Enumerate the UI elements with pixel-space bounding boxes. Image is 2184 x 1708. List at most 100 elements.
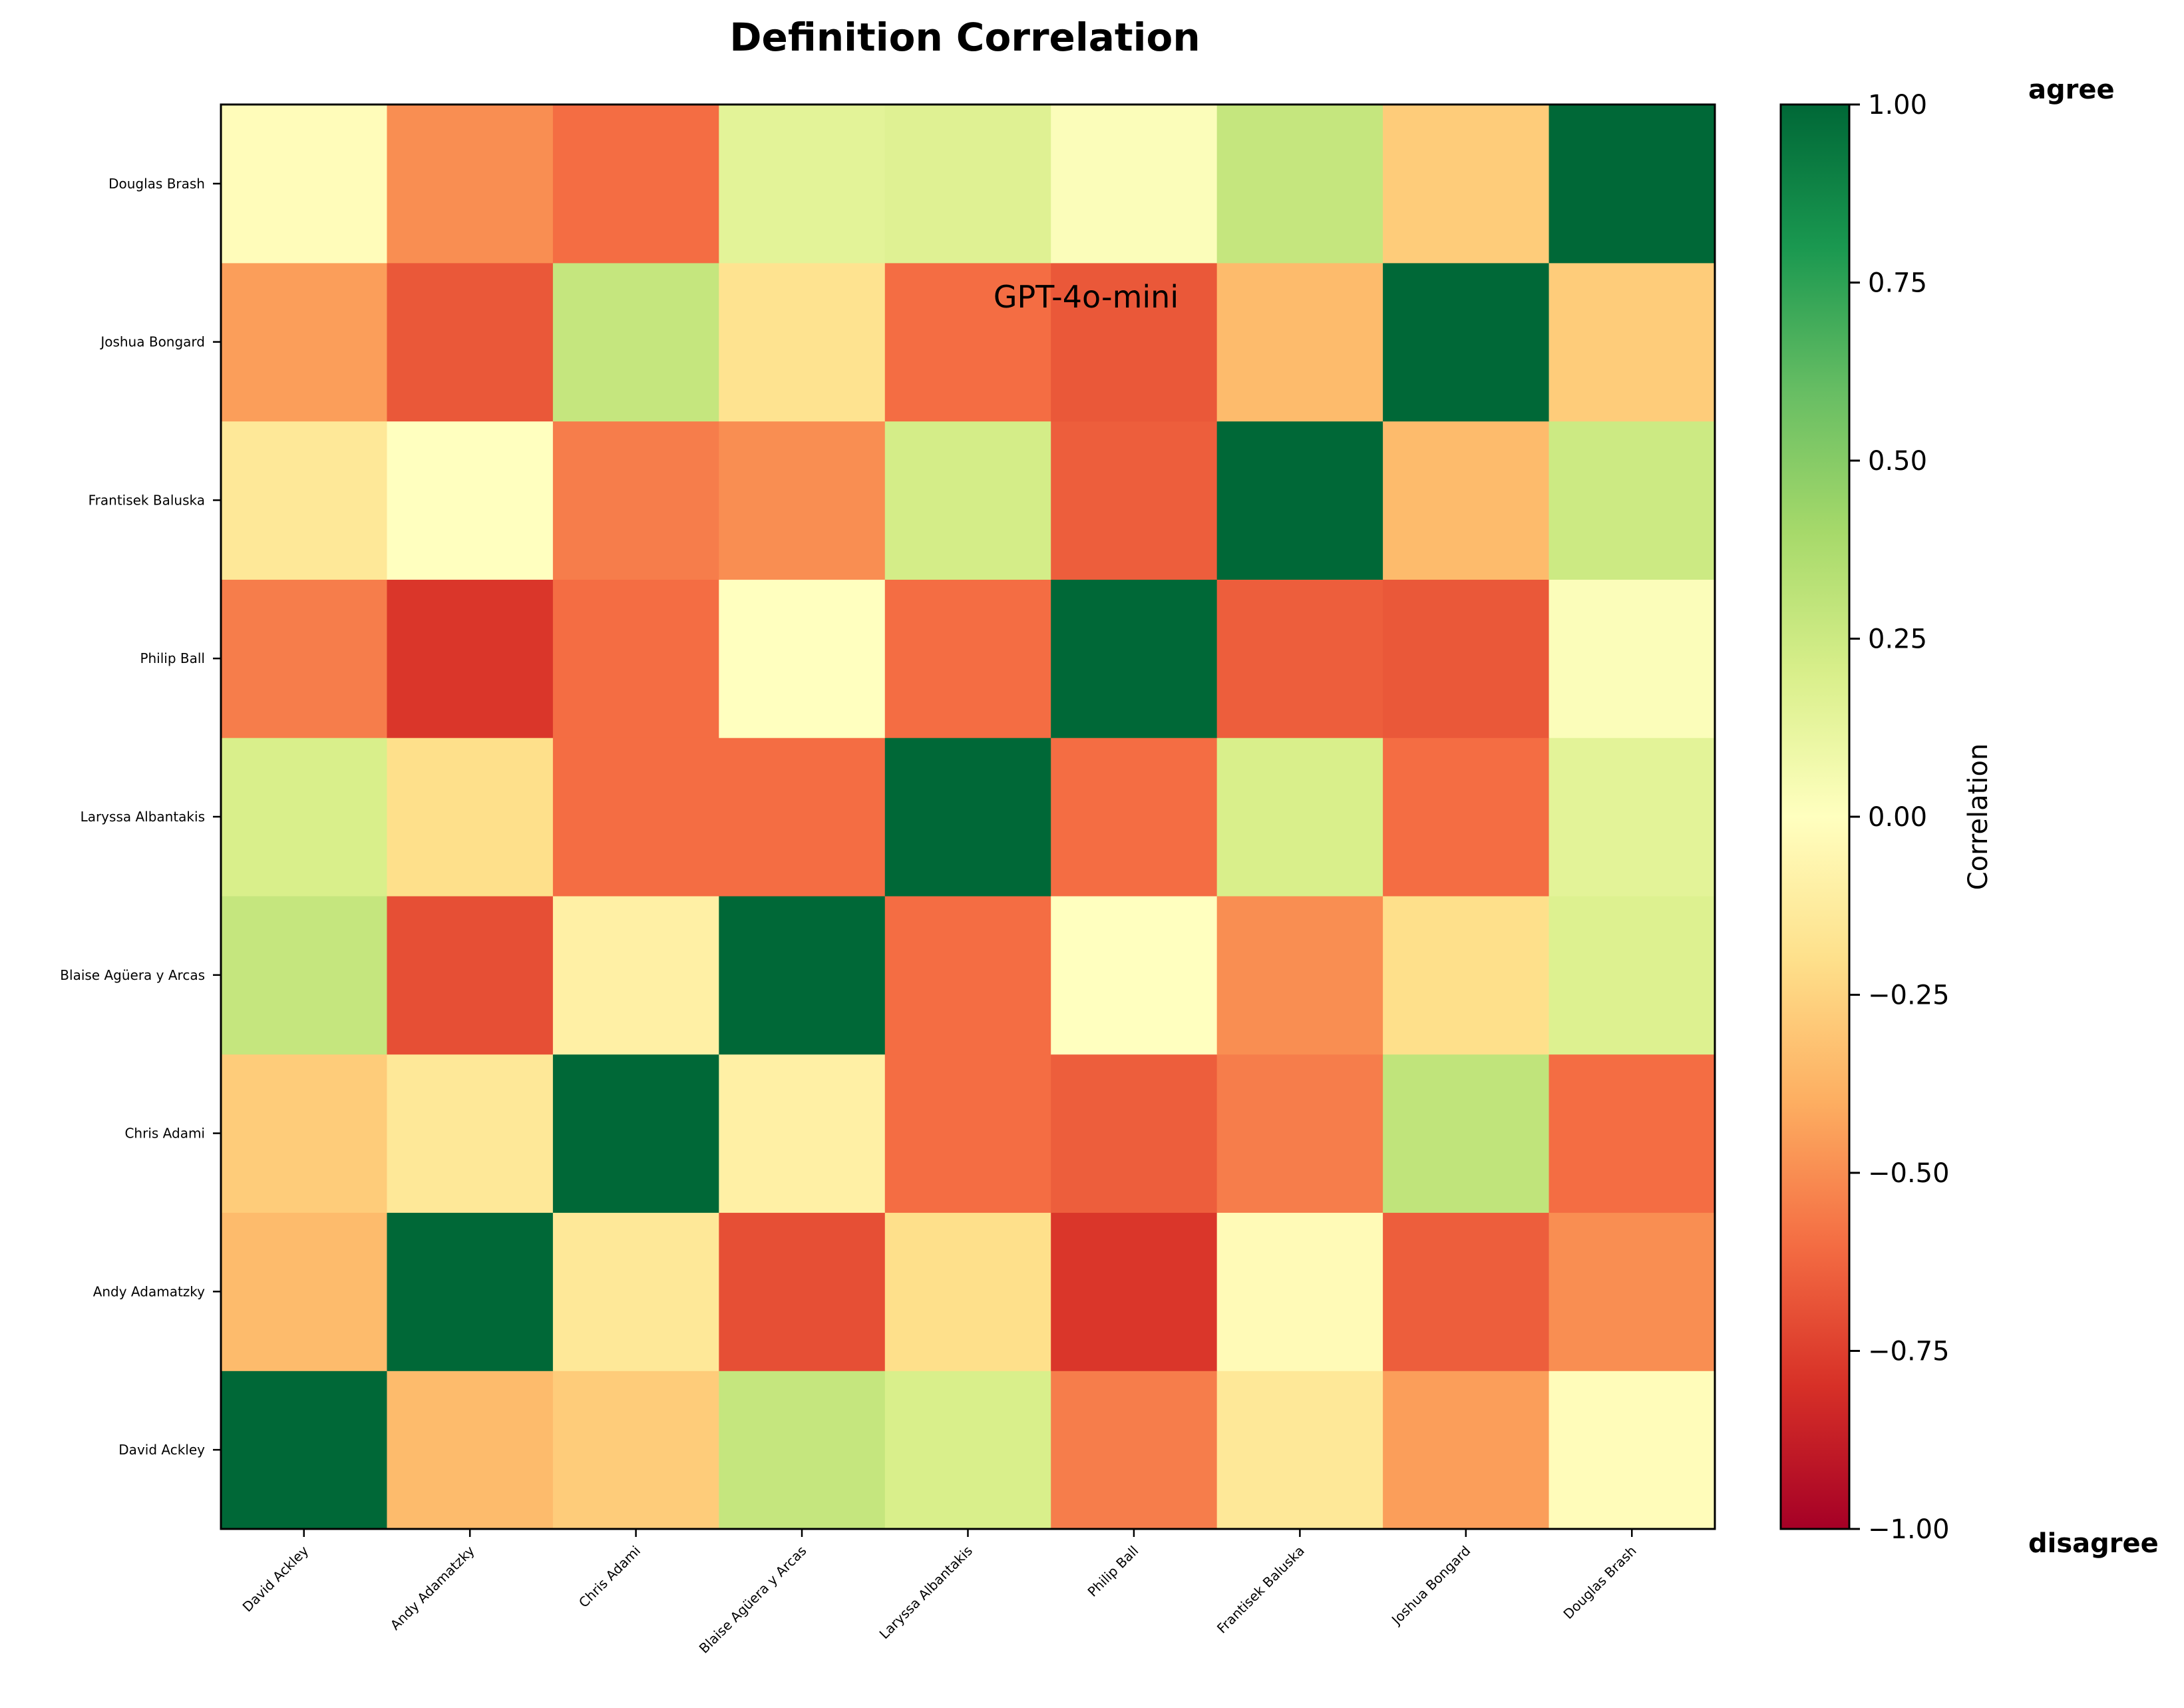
colorbar-tick-label: 0.75: [1868, 268, 1927, 299]
heatmap-cell: [1548, 262, 1716, 422]
heatmap-cell: [719, 1371, 886, 1530]
heatmap-cell: [884, 579, 1051, 738]
heatmap-cell: [387, 105, 554, 264]
heatmap-cell: [1216, 421, 1383, 580]
heatmap-cell: [884, 1054, 1051, 1213]
colorbar-label: Correlation: [1963, 744, 1994, 891]
heatmap-cell: [1216, 579, 1383, 738]
heatmap-cell: [552, 1054, 719, 1213]
x-tick-label: Andy Adamatzky: [387, 1542, 478, 1633]
colorbar-tick-label: 0.25: [1868, 624, 1927, 655]
heatmap-cell: [221, 421, 388, 580]
heatmap-cell: [719, 1054, 886, 1213]
y-tick-label: Joshua Bongard: [99, 334, 205, 350]
disagree-label: disagree: [2028, 1528, 2159, 1559]
heatmap-cell: [221, 895, 388, 1055]
heatmap-cell: [552, 105, 719, 264]
heatmap-cell: [884, 105, 1051, 264]
heatmap-cell: [552, 1371, 719, 1530]
heatmap-cell: [1383, 738, 1550, 897]
heatmap-cell: [552, 421, 719, 580]
heatmap-cell: [1051, 1371, 1218, 1530]
heatmap-cell: [1383, 1212, 1550, 1371]
heatmap-cell: [221, 1371, 388, 1530]
heatmap-cell: [1051, 1212, 1218, 1371]
x-tick-label: Blaise Agüera y Arcas: [696, 1543, 810, 1657]
heatmap-cell: [1051, 262, 1218, 422]
heatmap-cell: [719, 262, 886, 422]
heatmap-cell: [719, 1212, 886, 1371]
heatmap-cell: [884, 895, 1051, 1055]
heatmap-cell: [552, 895, 719, 1055]
heatmap-cell: [1548, 895, 1716, 1055]
colorbar-tick-label: −0.25: [1868, 980, 1950, 1011]
heatmap-cell: [552, 1212, 719, 1371]
heatmap-cell: [387, 738, 554, 897]
heatmap-cell: [1216, 262, 1383, 422]
heatmap-cell: [221, 579, 388, 738]
heatmap-cell: [1383, 1371, 1550, 1530]
colorbar-tick-label: 0.50: [1868, 446, 1927, 477]
heatmap-cell: [1548, 738, 1716, 897]
heatmap-cell: [884, 1212, 1051, 1371]
y-tick-label: Chris Adami: [124, 1126, 205, 1142]
heatmap-cell: [1051, 579, 1218, 738]
x-tick-label: Joshua Bongard: [1387, 1543, 1473, 1629]
heatmap-cell: [1548, 1054, 1716, 1213]
heatmap-cell: [1051, 1054, 1218, 1213]
y-tick-label: Douglas Brash: [108, 176, 205, 192]
heatmap-cell: [387, 1054, 554, 1213]
heatmap-cell: [387, 895, 554, 1055]
heatmap-cell: [719, 105, 886, 264]
colorbar-tick-label: −0.75: [1868, 1337, 1950, 1367]
x-axis-ticks: David Ackley Andy Adamatzky Chris Adami Bla…: [240, 1529, 1640, 1656]
heatmap-cell: [552, 738, 719, 897]
x-tick-label: Chris Adami: [576, 1543, 643, 1611]
x-tick-label: Laryssa Albantakis: [876, 1543, 976, 1643]
heatmap-cell: [1383, 105, 1550, 264]
colorbar-tick-label: 1.00: [1868, 90, 1927, 120]
x-tick-label: Philip Ball: [1085, 1543, 1142, 1600]
heatmap-cell: [1051, 105, 1218, 264]
heatmap-cell: [1383, 579, 1550, 738]
heatmap-cell: [552, 262, 719, 422]
heatmap-cell: [387, 579, 554, 738]
y-axis-ticks: David Ackley Andy Adamatzky Chris Adami Bla…: [60, 176, 221, 1458]
heatmap-cell: [719, 738, 886, 897]
heatmap-cell: [387, 262, 554, 422]
heatmap-cell: [884, 421, 1051, 580]
colorbar: [1779, 103, 1851, 1530]
heatmap-cell: [1548, 105, 1716, 264]
heatmap-cell: [221, 1212, 388, 1371]
heatmap-cell: [1383, 895, 1550, 1055]
colorbar-tick-label: −0.50: [1868, 1158, 1950, 1189]
colorbar-tick-label: −1.00: [1868, 1514, 1950, 1545]
heatmap-cell: [221, 738, 388, 897]
heatmap-cell: [719, 421, 886, 580]
heatmap-cell: [1383, 262, 1550, 422]
heatmap-cell: [552, 579, 719, 738]
agree-label: agree: [2028, 75, 2115, 105]
x-tick-label: David Ackley: [240, 1542, 312, 1615]
chart-title: Definition Correlation: [729, 15, 1200, 60]
heatmap-cell: [221, 262, 388, 422]
heatmap-cell: [221, 1054, 388, 1213]
heatmap-cell: [1216, 738, 1383, 897]
y-tick-label: Andy Adamatzky: [93, 1283, 205, 1299]
heatmap-cell: [1051, 738, 1218, 897]
heatmap-cell: [387, 421, 554, 580]
colorbar-ticks: 1.00 0.75 0.50 0.25 0.00 −0.25 −0.50 −0.75 −1.00: [1849, 90, 1950, 1545]
heatmap-cell: [1051, 895, 1218, 1055]
heatmap-cell: [884, 1371, 1051, 1530]
heatmap-cell: [1216, 1054, 1383, 1213]
colorbar-tick-label: 0.00: [1868, 802, 1927, 833]
y-tick-label: Frantisek Baluska: [89, 492, 205, 508]
heatmap-cell: [1216, 1371, 1383, 1530]
heatmap-cell: [1216, 1212, 1383, 1371]
heatmap-cell: [1548, 579, 1716, 738]
heatmap-cell: [719, 895, 886, 1055]
heatmap-cell: [1216, 895, 1383, 1055]
heatmap-cell: [387, 1212, 554, 1371]
heatmap-cell: [1548, 1371, 1716, 1530]
